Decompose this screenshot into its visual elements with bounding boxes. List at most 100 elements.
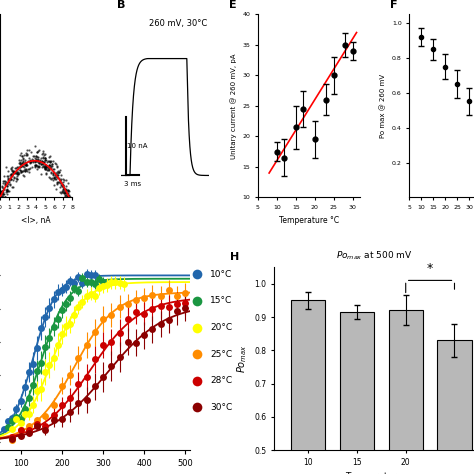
Point (50, 182, 57, 189)
Y-axis label: $Po_{max}$: $Po_{max}$ (235, 344, 249, 373)
Point (46, 163, 54, 171)
Point (33, 153, 40, 160)
Point (34, 165, 41, 173)
Point (4, 172, 11, 180)
Point (53, 171, 60, 178)
Point (22, 166, 30, 174)
Point (37, 155, 45, 162)
Point (21, 165, 28, 173)
Point (53, 171, 61, 179)
Point (22, 150, 30, 157)
Point (1, 180, 9, 187)
Point (25, 146, 33, 154)
Point (5, 178, 12, 185)
Point (54, 168, 61, 175)
Point (9, 168, 17, 175)
Point (12, 177, 20, 185)
Point (0, 177, 8, 184)
Point (13, 170, 21, 177)
Point (45, 154, 53, 161)
Point (34, 153, 42, 161)
Point (52, 185, 60, 193)
Point (34, 156, 41, 164)
Point (19, 167, 27, 175)
Point (57, 189, 65, 197)
Point (28, 164, 36, 171)
Point (51, 173, 58, 181)
Point (50, 169, 57, 177)
Point (31, 153, 38, 160)
Point (0, 194, 5, 201)
Point (17, 168, 24, 175)
Point (18, 167, 26, 175)
Point (63, 186, 70, 194)
Point (0, 191, 7, 198)
Point (46, 157, 54, 165)
Point (57, 175, 65, 182)
Point (16, 160, 24, 168)
Point (14, 170, 21, 178)
Bar (389, 310, 423, 474)
Point (8, 165, 15, 173)
Point (22, 167, 29, 174)
Point (45, 163, 53, 171)
Point (24, 167, 31, 174)
X-axis label: Temperature °C: Temperature °C (279, 216, 339, 225)
Point (11, 169, 19, 176)
Point (0, 179, 7, 186)
Point (18, 162, 25, 170)
Point (22, 161, 29, 169)
Point (62, 188, 69, 196)
Point (36, 160, 44, 168)
Point (18, 153, 26, 160)
Point (1, 181, 9, 189)
Point (32, 161, 39, 169)
Y-axis label: Unitary current @ 260 mV, pA: Unitary current @ 260 mV, pA (230, 53, 237, 159)
Point (2, 189, 10, 196)
Point (5, 188, 13, 195)
Point (34, 157, 42, 164)
Point (56, 177, 64, 184)
Point (63, 194, 71, 201)
Point (59, 181, 66, 188)
Point (41, 164, 49, 171)
Point (63, 190, 70, 197)
Point (31, 154, 38, 162)
Point (65, 187, 73, 195)
Point (37, 170, 45, 178)
Point (48, 174, 56, 182)
Text: 20°C: 20°C (210, 323, 232, 332)
Point (49, 176, 56, 184)
Point (43, 163, 50, 170)
Point (64, 186, 72, 193)
Point (4, 179, 12, 186)
Point (64, 191, 72, 199)
Point (66, 194, 73, 201)
Point (29, 157, 37, 164)
Point (0, 188, 4, 195)
Point (32, 157, 40, 165)
Point (35, 159, 43, 167)
Point (60, 184, 68, 191)
Point (3, 187, 11, 194)
Point (63, 189, 71, 196)
Point (45, 173, 53, 181)
Point (3, 185, 10, 192)
Point (0, 172, 8, 180)
Point (15, 169, 23, 176)
Point (7, 172, 14, 179)
Point (42, 170, 50, 178)
Bar (340, 312, 374, 474)
Point (53, 171, 61, 179)
Point (13, 175, 20, 183)
Point (2, 182, 10, 189)
Point (52, 173, 59, 181)
Text: 15°C: 15°C (210, 296, 232, 305)
Point (0, 186, 6, 194)
Point (61, 187, 68, 195)
Point (41, 156, 48, 164)
Point (8, 171, 15, 178)
Point (25, 168, 33, 175)
Point (1, 193, 9, 201)
Point (51, 159, 58, 167)
